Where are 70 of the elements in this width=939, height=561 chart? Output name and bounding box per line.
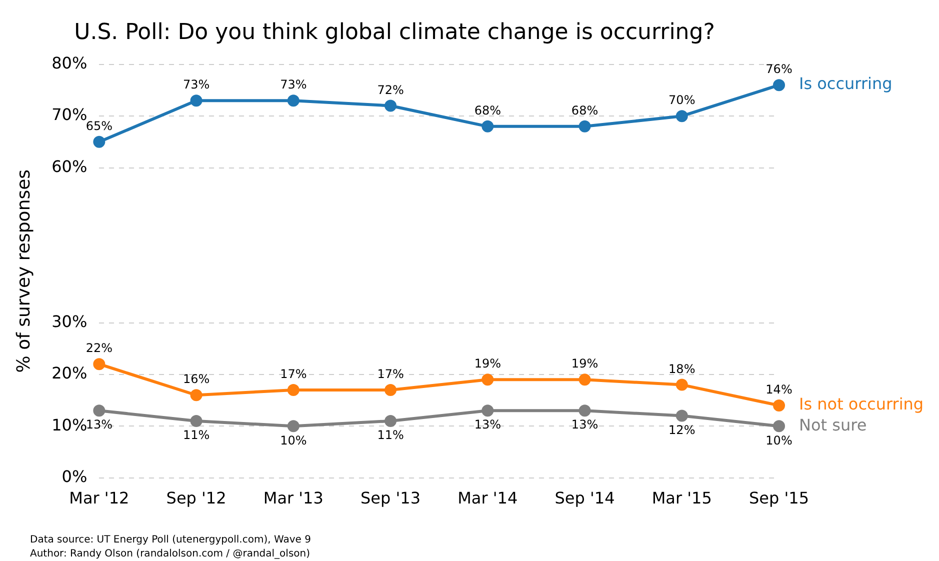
data-label: 14% — [766, 382, 792, 397]
point — [773, 420, 785, 432]
point — [287, 384, 300, 396]
source-note: Data source: UT Energy Poll (utenergypoll.com), Wave 9 — [30, 534, 311, 546]
y-tick-label: 60% — [52, 156, 88, 176]
data-label: 13% — [86, 418, 112, 432]
y-tick-label: 70% — [52, 105, 88, 124]
y-tick-label: 10% — [52, 415, 88, 434]
x-tick-label: Mar '12 — [69, 488, 130, 508]
y-tick-label: 30% — [52, 312, 88, 331]
data-label: 72% — [377, 82, 404, 97]
x-tick-label: Mar '13 — [263, 488, 324, 508]
x-tick-label: Sep '15 — [749, 488, 809, 508]
series-label: Is occurring — [799, 74, 892, 94]
data-label: 19% — [571, 356, 598, 371]
data-label: 10% — [766, 433, 792, 448]
point — [578, 374, 591, 386]
x-tick-label: Mar '14 — [458, 488, 518, 508]
data-label: 73% — [182, 78, 210, 92]
point — [93, 404, 106, 417]
chart-title: U.S. Poll: Do you think global climate change is occurring? — [74, 20, 715, 45]
point — [482, 404, 494, 417]
data-label: 13% — [474, 418, 501, 432]
y-axis-title: % of survey responses — [13, 169, 34, 373]
point — [384, 100, 397, 112]
point — [384, 414, 397, 427]
data-label: 65% — [86, 119, 112, 134]
data-label: 10% — [280, 433, 307, 448]
point — [190, 389, 202, 402]
x-tick-label: Mar '15 — [652, 488, 712, 508]
data-label: 70% — [668, 93, 696, 108]
data-label: 76% — [766, 62, 792, 76]
data-label: 17% — [280, 367, 307, 382]
point — [482, 374, 494, 386]
point — [287, 420, 300, 432]
x-tick-label: Sep '13 — [360, 488, 421, 508]
point — [578, 404, 591, 417]
series-label: Is not occurring — [799, 394, 924, 414]
point — [773, 79, 785, 92]
data-label: 19% — [474, 356, 501, 371]
point — [190, 414, 202, 427]
point — [190, 94, 202, 107]
data-label: 11% — [377, 428, 404, 442]
point — [773, 399, 785, 412]
y-tick-label: 20% — [52, 364, 88, 383]
point — [93, 136, 106, 148]
data-label: 68% — [474, 104, 501, 118]
point — [287, 94, 300, 107]
point — [93, 358, 106, 370]
point — [578, 120, 591, 132]
data-label: 18% — [668, 362, 696, 376]
data-label: 22% — [86, 341, 112, 356]
data-label: 13% — [571, 418, 598, 432]
x-tick-label: Sep '12 — [166, 488, 226, 508]
point — [482, 120, 494, 132]
point — [384, 384, 397, 396]
point — [676, 378, 688, 391]
point — [676, 110, 688, 122]
data-label: 68% — [571, 104, 598, 118]
data-label: 16% — [182, 372, 210, 386]
y-tick-label: 80% — [52, 54, 88, 73]
text: Author: Randy Olson (randalolson.com / @randal_olson) — [30, 548, 310, 560]
data-label: 11% — [182, 428, 210, 442]
data-label: 12% — [668, 422, 696, 437]
series-label: Not sure — [799, 415, 867, 434]
point — [676, 410, 688, 422]
x-tick-label: Sep '14 — [554, 488, 615, 508]
data-label: 73% — [280, 78, 307, 92]
data-label: 17% — [377, 367, 404, 382]
y-tick-label: 0% — [62, 466, 88, 486]
